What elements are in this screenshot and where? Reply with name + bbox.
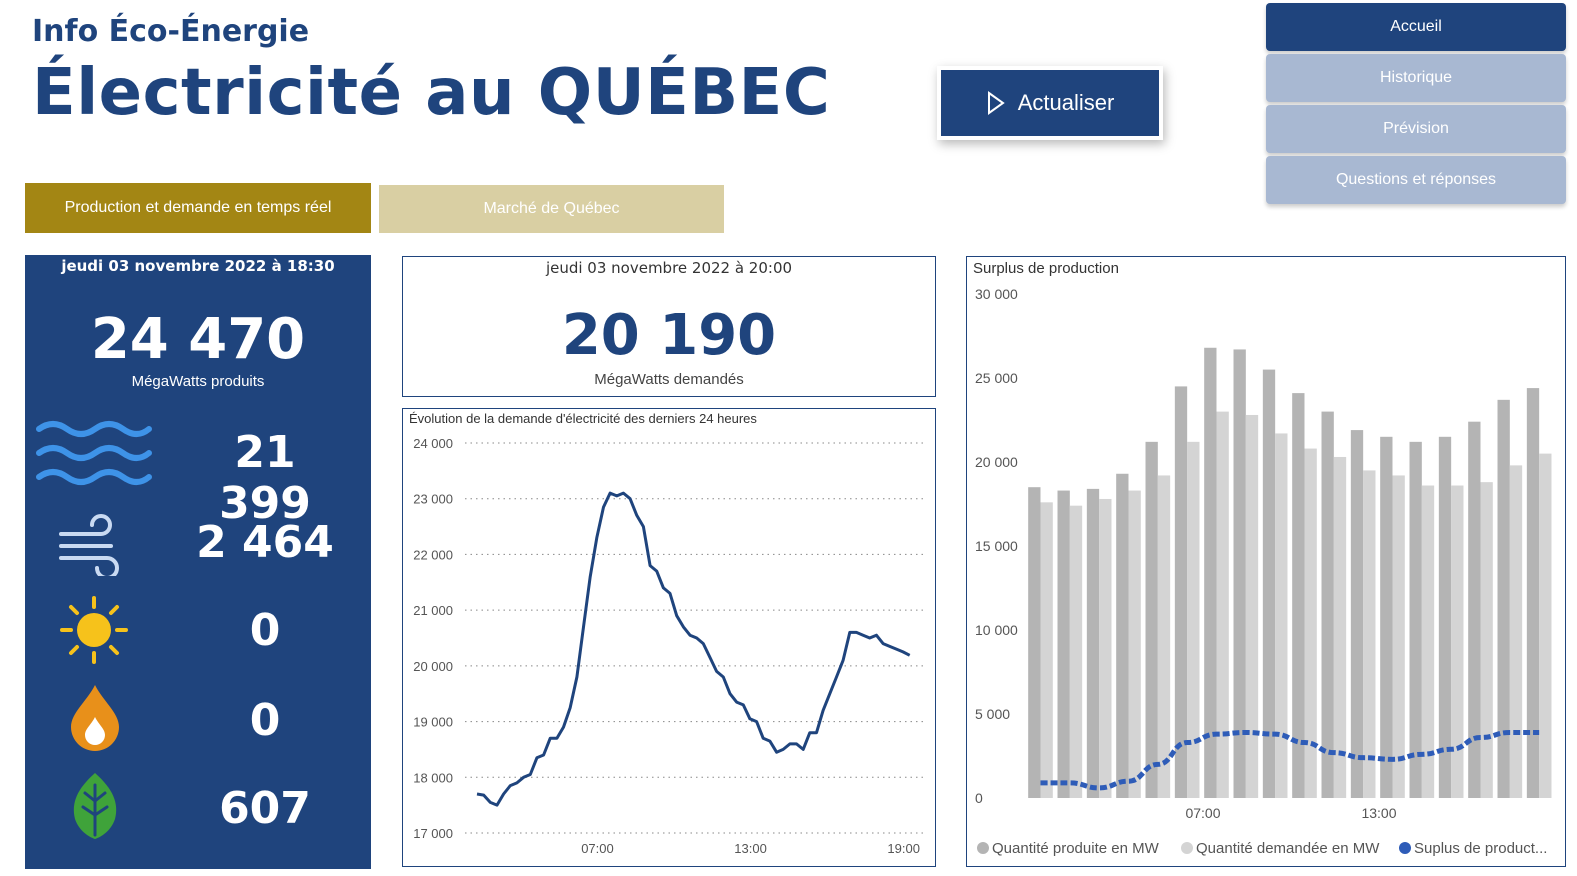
bar-demanded	[1304, 448, 1317, 798]
bar-demanded	[1069, 505, 1083, 798]
bar-y-tick-label: 30 000	[975, 286, 1018, 302]
bar-chart-title: Surplus de production	[973, 260, 1119, 277]
bar-produced	[1262, 369, 1276, 798]
bar-produced	[1497, 399, 1510, 798]
legend-marker	[1181, 842, 1193, 854]
bar-produced	[1086, 488, 1100, 798]
bar-produced	[1233, 349, 1246, 798]
line-y-tick-label: 22 000	[413, 547, 453, 562]
bar-produced	[1028, 487, 1041, 798]
demand-line-chart-card: Évolution de la demande d'électricité de…	[402, 408, 936, 867]
demand-date: jeudi 03 novembre 2022 à 20:00	[545, 259, 793, 277]
bar-x-tick-label: 07:00	[1185, 805, 1220, 821]
demand-unit: MégaWatts demandés	[594, 371, 744, 388]
legend-label: Quantité demandée en MW	[1196, 840, 1380, 857]
bar-produced	[1057, 490, 1070, 798]
bar-demanded	[1128, 490, 1141, 798]
bar-y-tick-label: 5 000	[975, 706, 1010, 722]
bar-produced	[1526, 388, 1540, 798]
nav-accueil-button[interactable]: Accueil	[1266, 3, 1566, 51]
bar-x-tick-label: 13:00	[1361, 805, 1396, 821]
bar-produced	[1145, 441, 1158, 798]
refresh-label: Actualiser	[1017, 90, 1115, 115]
line-x-tick-label: 07:00	[581, 841, 614, 856]
bar-y-tick-label: 25 000	[975, 370, 1018, 386]
bar-y-tick-label: 10 000	[975, 622, 1018, 638]
legend-label: Quantité produite en MW	[992, 840, 1160, 857]
bar-demanded	[1333, 456, 1347, 798]
bar-produced	[1292, 393, 1305, 798]
biomass-value: 607	[219, 783, 311, 834]
production-date: jeudi 03 novembre 2022 à 18:30	[61, 257, 335, 275]
wind-icon	[59, 514, 119, 576]
bar-produced	[1174, 386, 1188, 798]
bar-demanded	[1392, 475, 1405, 798]
leaf-icon	[73, 773, 117, 839]
solar-value: 0	[249, 605, 281, 656]
line-y-tick-label: 17 000	[413, 826, 453, 841]
bar-demanded	[1099, 498, 1112, 798]
demand-total: 20 190	[561, 303, 777, 368]
bar-produced	[1350, 430, 1364, 798]
line-y-tick-label: 19 000	[413, 715, 453, 730]
bar-produced	[1409, 441, 1422, 798]
water-waves-icon	[36, 421, 152, 485]
bar-produced	[1321, 411, 1334, 798]
bar-demanded	[1421, 485, 1435, 798]
bar-y-tick-label: 15 000	[975, 538, 1018, 554]
bar-demanded	[1363, 470, 1376, 798]
surplus-bar-chart: Surplus de production 30 000 25 000 20 000 1…	[973, 260, 1552, 857]
bar-demanded	[1187, 441, 1200, 798]
bar-demanded	[1539, 453, 1552, 798]
legend-label: Suplus de product...	[1414, 840, 1547, 857]
play-icon	[987, 91, 1005, 115]
bar-produced	[1116, 473, 1129, 798]
line-x-tick-label: 13:00	[734, 841, 767, 856]
bar-demanded	[1216, 411, 1229, 798]
wind-value: 2 464	[196, 517, 334, 568]
fire-drop-icon	[71, 685, 119, 751]
line-y-tick-label: 24 000	[413, 436, 453, 451]
nav-faq-button[interactable]: Questions et réponses	[1266, 156, 1566, 204]
legend-marker	[977, 842, 989, 854]
hydro-value: 21 399	[219, 427, 311, 529]
line-y-tick-label: 20 000	[413, 659, 453, 674]
production-total: 24 470	[90, 307, 306, 372]
refresh-button[interactable]: Actualiser	[937, 66, 1163, 140]
line-y-tick-label: 18 000	[413, 770, 453, 785]
bar-demanded	[1245, 414, 1259, 798]
line-x-tick-label: 19:00	[887, 841, 920, 856]
production-panel: jeudi 03 novembre 2022 à 18:30 24 470 Mé…	[25, 255, 371, 869]
demand-card: jeudi 03 novembre 2022 à 20:00 20 190 Mé…	[402, 256, 936, 397]
bar-demanded	[1275, 433, 1288, 798]
line-chart-title: Évolution de la demande d'électricité de…	[409, 411, 757, 426]
bar-demanded	[1451, 485, 1464, 798]
tab-marche-quebec[interactable]: Marché de Québec	[379, 185, 724, 233]
bar-y-tick-label: 20 000	[975, 454, 1018, 470]
nav-historique-button[interactable]: Historique	[1266, 54, 1566, 102]
production-unit: MégaWatts produits	[131, 373, 265, 390]
page-title: Électricité au QUÉBEC	[32, 56, 831, 130]
sun-icon	[60, 596, 128, 664]
bar-produced	[1204, 347, 1217, 798]
surplus-bar-chart-card: Surplus de production 30 000 25 000 20 000 1…	[966, 256, 1566, 867]
app-subtitle: Info Éco-Énergie	[32, 14, 310, 49]
bar-demanded	[1509, 465, 1523, 798]
bar-demanded	[1040, 502, 1053, 798]
bar-demanded	[1157, 475, 1171, 798]
bar-demanded	[1480, 482, 1493, 798]
bar-produced	[1438, 436, 1452, 798]
tab-realtime[interactable]: Production et demande en temps réel	[25, 183, 371, 233]
demand-series-line	[476, 491, 911, 807]
line-y-tick-label: 23 000	[413, 492, 453, 507]
thermal-value: 0	[249, 695, 281, 746]
surplus-series-line	[1040, 729, 1540, 791]
nav-prevision-button[interactable]: Prévision	[1266, 105, 1566, 153]
bar-y-tick-label: 0	[975, 790, 983, 806]
bar-produced	[1380, 436, 1393, 798]
line-y-tick-label: 21 000	[413, 603, 453, 618]
bar-produced	[1468, 421, 1481, 798]
legend-marker	[1399, 842, 1411, 854]
demand-line-chart: Évolution de la demande d'électricité de…	[409, 411, 923, 856]
